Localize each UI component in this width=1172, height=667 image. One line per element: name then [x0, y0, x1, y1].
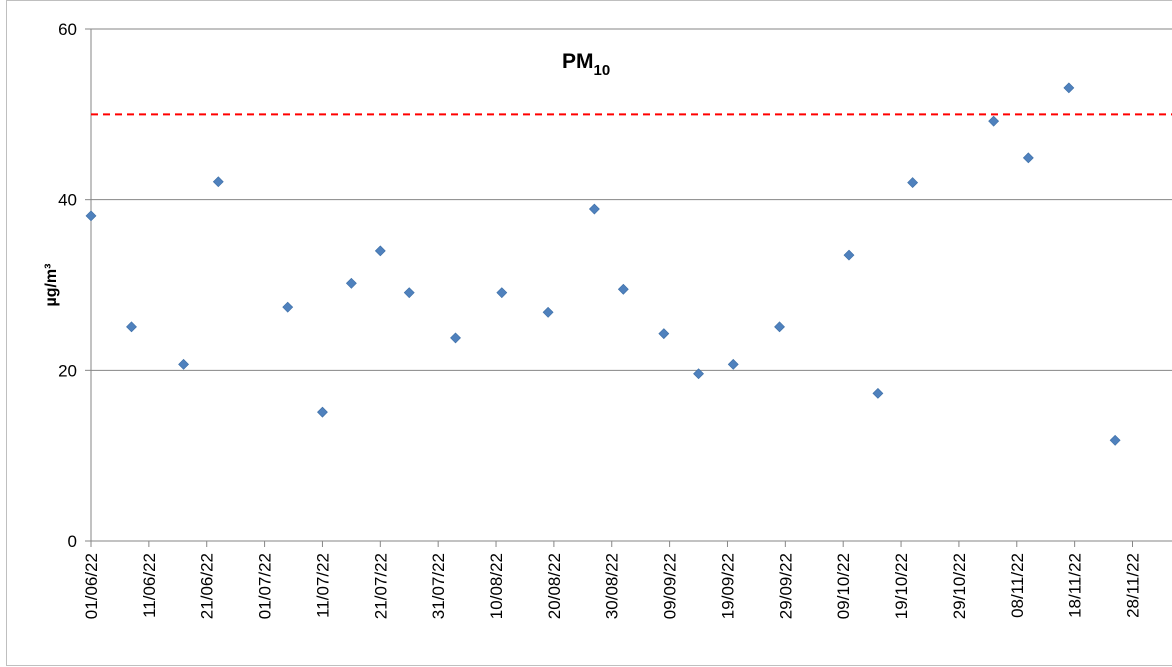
data-point — [403, 287, 415, 299]
data-point — [872, 387, 884, 399]
data-point — [282, 301, 294, 313]
x-tick-label: 19/09/22 — [718, 553, 737, 619]
x-tick-label: 31/07/22 — [429, 553, 448, 619]
data-points — [85, 82, 1121, 446]
data-point — [126, 321, 137, 333]
x-tick-label: 01/07/22 — [256, 553, 275, 619]
chart-title-subscript: 10 — [594, 62, 611, 79]
data-point — [907, 177, 919, 189]
data-point — [727, 358, 739, 370]
data-point — [374, 245, 386, 257]
chart-title: PM10 — [562, 50, 610, 79]
scatter-chart: 0 20 40 60 01/06/22 11/06/22 21/06/22 01/07/22… — [43, 20, 1172, 619]
chart-title-main: PM — [562, 50, 594, 73]
y-tick-label: 20 — [58, 361, 77, 380]
data-point — [85, 210, 97, 222]
x-tick-label: 21/07/22 — [371, 553, 390, 619]
data-point — [588, 203, 600, 215]
gridlines — [91, 28, 1172, 371]
y-tick-label: 60 — [58, 20, 77, 39]
data-point — [693, 368, 704, 380]
data-point — [542, 306, 554, 318]
axes — [85, 28, 1172, 547]
data-point — [345, 277, 357, 289]
data-point — [1109, 434, 1121, 446]
y-tick-label: 40 — [58, 191, 77, 210]
data-point — [988, 115, 1000, 127]
data-point — [212, 176, 224, 188]
data-point — [496, 287, 508, 299]
data-point — [1022, 152, 1034, 164]
data-point — [774, 321, 785, 333]
data-point — [658, 328, 670, 340]
x-tick-label: 10/08/22 — [487, 553, 506, 619]
data-point — [617, 283, 629, 295]
x-tick-label: 21/06/22 — [198, 553, 217, 619]
x-tick-label: 29/09/22 — [776, 553, 795, 619]
y-axis-label: µg/m³ — [43, 264, 60, 307]
data-point — [450, 332, 461, 344]
x-tick-label: 01/06/22 — [82, 553, 101, 619]
data-point — [317, 406, 328, 418]
y-tick-labels: 0 20 40 60 — [58, 20, 77, 551]
x-tick-label: 19/10/22 — [892, 553, 911, 619]
x-tick-label: 30/08/22 — [603, 553, 622, 619]
data-point — [178, 358, 190, 370]
x-tick-label: 29/10/22 — [950, 553, 969, 619]
chart-frame: 0 20 40 60 01/06/22 11/06/22 21/06/22 01/07/22… — [6, 0, 1172, 666]
y-tick-label: 0 — [68, 532, 77, 551]
x-tick-label: 09/10/22 — [834, 553, 853, 619]
x-tick-label: 20/08/22 — [545, 553, 564, 619]
data-point — [843, 249, 855, 261]
x-tick-label: 09/09/22 — [661, 553, 680, 619]
x-tick-labels: 01/06/22 11/06/22 21/06/22 01/07/22 11/07/22… — [82, 553, 1142, 619]
data-point — [1063, 82, 1075, 94]
x-tick-label: 08/11/22 — [1008, 553, 1027, 618]
x-tick-label: 11/07/22 — [313, 553, 332, 618]
x-tick-label: 28/11/22 — [1123, 553, 1142, 618]
x-tick-label: 18/11/22 — [1066, 553, 1085, 618]
x-tick-label: 11/06/22 — [140, 553, 159, 618]
